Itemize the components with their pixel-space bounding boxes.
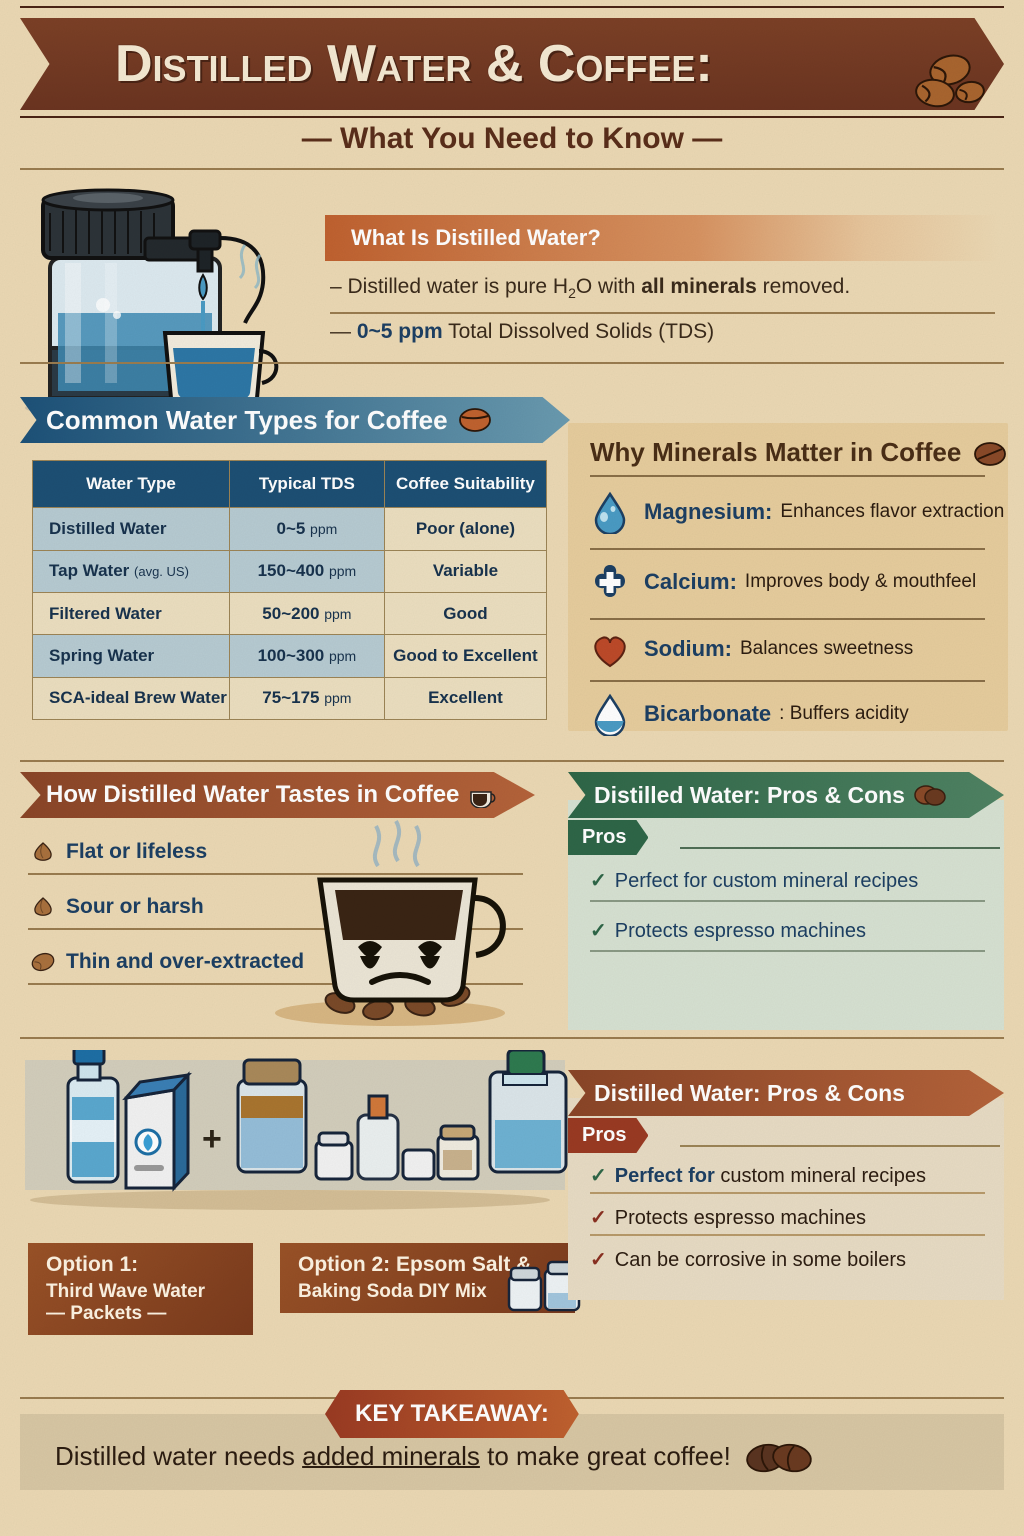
svg-text:+: + — [202, 1120, 222, 1158]
